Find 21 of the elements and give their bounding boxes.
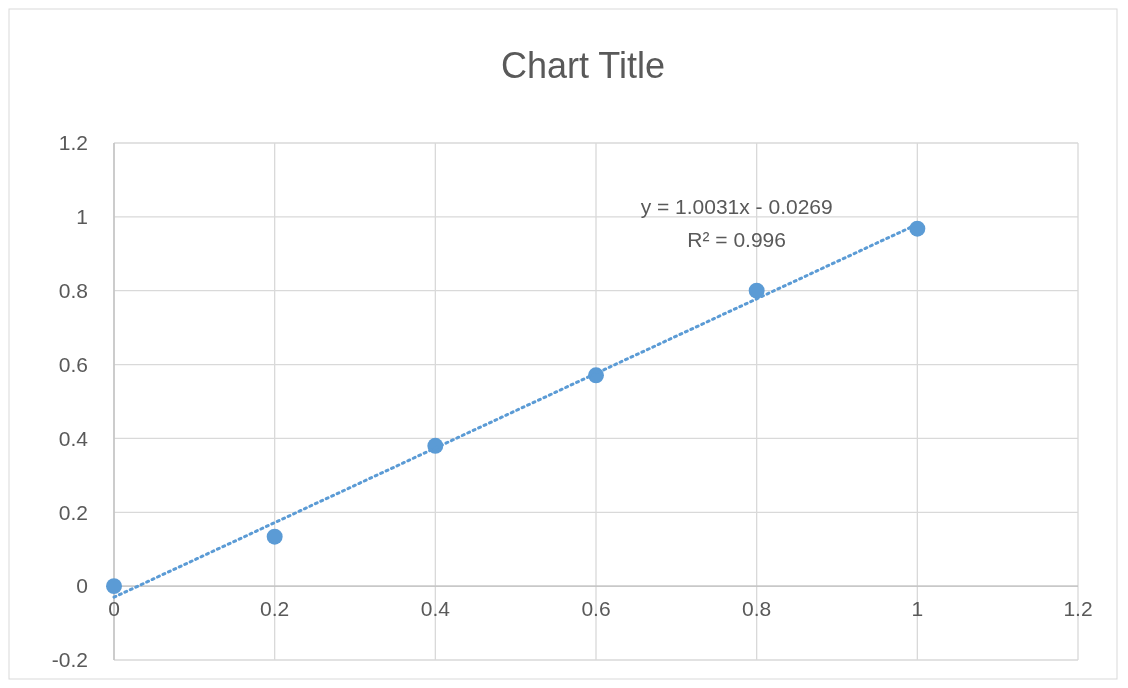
y-tick-label: 0.2	[58, 500, 88, 524]
annotation: y = 1.0031x - 0.0269	[640, 194, 833, 218]
point	[266, 528, 283, 545]
y-tick-label: 1	[76, 205, 88, 229]
x-tick-label: 0.6	[581, 597, 611, 621]
y-tick-label: 0	[76, 574, 88, 598]
point	[106, 578, 122, 595]
x-tick-label: 0.8	[742, 597, 772, 621]
annotation: R² = 0.996	[687, 227, 786, 251]
x-tick-label: 0	[108, 597, 120, 621]
x-tick-label: 0.2	[260, 597, 290, 621]
y-tick-label: 1.2	[58, 131, 88, 155]
point	[748, 282, 765, 299]
x-tick-label: 1.2	[1063, 597, 1093, 621]
chart-title: Chart Title	[500, 45, 666, 86]
x-tick-label: 0.4	[420, 597, 451, 621]
y-tick-label: 0.6	[58, 352, 88, 376]
y-tick-label: 0.4	[58, 426, 89, 450]
y-tick-label: -0.2	[51, 648, 88, 672]
x-tick-label: 1	[911, 597, 924, 621]
y-tick-label: 0.8	[58, 279, 88, 303]
